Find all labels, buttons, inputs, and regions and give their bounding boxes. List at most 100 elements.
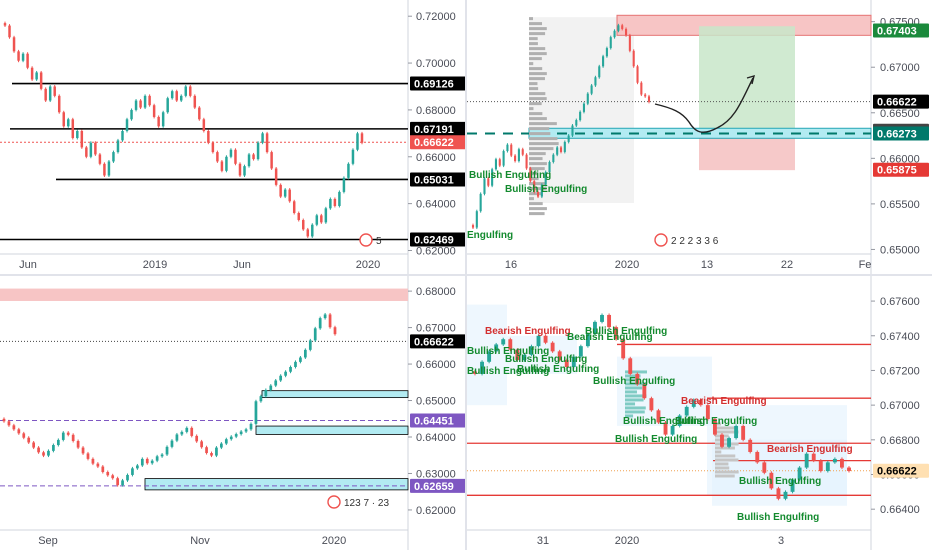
candle-body bbox=[649, 398, 654, 411]
candle-body bbox=[333, 198, 337, 206]
candle-body bbox=[356, 133, 359, 150]
candle-body bbox=[510, 144, 513, 156]
volume-profile-bar bbox=[625, 390, 637, 394]
candle-body bbox=[628, 358, 633, 374]
candle-body bbox=[220, 161, 224, 171]
candle-body bbox=[30, 67, 34, 80]
y-tick-label: 0.68000 bbox=[416, 105, 456, 117]
candle-body bbox=[207, 131, 210, 143]
candle-body bbox=[525, 154, 528, 169]
volume-profile-bar bbox=[529, 57, 542, 61]
volume-profile-bar bbox=[529, 187, 547, 191]
candle-body bbox=[81, 447, 85, 454]
candle-body bbox=[111, 475, 115, 479]
volume-profile-bar bbox=[715, 466, 730, 470]
candle-body bbox=[67, 119, 70, 127]
demand-zone-lower bbox=[144, 478, 409, 491]
x-tick-label: 13 bbox=[701, 259, 713, 271]
price-label-text: 0.65031 bbox=[414, 174, 454, 186]
price-label-text: 0.67191 bbox=[414, 124, 454, 136]
chart-panel-bottom-left[interactable]: 0.68000 0.67000 0.66000 0.65000 0.64000 0.630… bbox=[0, 276, 465, 550]
x-tick-label: Sep bbox=[38, 535, 58, 547]
candle-body bbox=[313, 328, 317, 341]
volume-profile-bar bbox=[715, 422, 721, 426]
candle-body bbox=[155, 456, 159, 461]
candle-body bbox=[628, 35, 631, 51]
volume-profile-bar bbox=[529, 162, 547, 166]
tradingview-badge-icon bbox=[359, 233, 373, 247]
y-tick-label: 0.67600 bbox=[880, 296, 920, 308]
volume-profile-bar bbox=[529, 167, 545, 171]
candle-body bbox=[125, 119, 129, 131]
candle-body bbox=[2, 418, 6, 422]
pattern-label: Bullish Engulfing bbox=[585, 326, 667, 337]
volume-profile-bar bbox=[529, 142, 559, 146]
volume-profile-bar bbox=[529, 37, 538, 41]
candle-body bbox=[184, 86, 188, 96]
candle-body bbox=[94, 142, 97, 155]
candle-body bbox=[328, 314, 332, 328]
volume-profile-bar bbox=[529, 107, 534, 111]
candle-body bbox=[247, 154, 251, 167]
candle-body bbox=[157, 116, 160, 127]
x-tick-label: Jun bbox=[19, 259, 37, 271]
candle-body bbox=[762, 462, 767, 473]
y-tick-label: 0.64000 bbox=[416, 199, 456, 211]
x-tick-label: 2019 bbox=[143, 259, 167, 271]
pattern-label: Bullish Engulfing bbox=[623, 416, 705, 427]
volume-profile-bar bbox=[625, 374, 641, 378]
panel-divider-horizontal[interactable] bbox=[0, 274, 932, 276]
candle-body bbox=[360, 133, 364, 143]
y-tick-label: 0.66400 bbox=[880, 504, 920, 516]
candle-body bbox=[229, 149, 233, 157]
chart-svg-top-right: 0.675000.670000.665000.660000.655000.650… bbox=[467, 0, 929, 274]
candle-body bbox=[632, 50, 635, 67]
demand-zone-middle bbox=[255, 425, 409, 435]
candle-body bbox=[134, 100, 138, 110]
pattern-label: Bullish Engulfing bbox=[737, 512, 819, 523]
volume-profile-bar bbox=[529, 207, 547, 211]
y-tick-label: 0.64000 bbox=[416, 432, 456, 444]
candle-body bbox=[712, 419, 717, 435]
candle-body bbox=[145, 458, 149, 464]
candle-body bbox=[211, 142, 215, 153]
candle-body bbox=[160, 454, 164, 457]
candle-body bbox=[215, 447, 218, 456]
candle-body bbox=[202, 119, 206, 131]
candle-body bbox=[556, 147, 559, 155]
candle-body bbox=[594, 77, 597, 86]
candle-body bbox=[48, 86, 52, 101]
candle-body bbox=[559, 147, 563, 152]
badge-text: 123 7 · 23 bbox=[344, 498, 389, 509]
candle-body bbox=[302, 220, 305, 230]
candle-body bbox=[256, 142, 260, 160]
chart-panel-top-right[interactable]: 0.67500 0.67000 0.66500 0.66000 0.65500 0.650… bbox=[467, 0, 932, 274]
pattern-label: Bullish Engulfing bbox=[675, 416, 757, 427]
volume-profile-bar bbox=[529, 117, 547, 121]
volume-profile-bar bbox=[529, 182, 546, 186]
chart-panel-top-left[interactable]: 0.72000 0.70000 0.68000 0.66000 0.64000 0.620… bbox=[0, 0, 465, 274]
price-label-text: 0.67403 bbox=[877, 26, 917, 38]
candle-body bbox=[323, 314, 327, 319]
candle-body bbox=[514, 155, 517, 162]
candle-body bbox=[311, 224, 314, 237]
candle-body bbox=[279, 375, 283, 381]
candle-body bbox=[644, 94, 647, 97]
chart-panel-bottom-right[interactable]: 0.67600 0.67400 0.67200 0.67000 0.66800 0.666… bbox=[467, 276, 932, 550]
y-tick-label: 0.65000 bbox=[416, 396, 456, 408]
y-tick-label: 0.67200 bbox=[880, 365, 920, 377]
candle-body bbox=[571, 125, 574, 136]
candle-body bbox=[224, 439, 228, 444]
candle-body bbox=[179, 95, 183, 101]
candle-body bbox=[617, 25, 620, 31]
candle-body bbox=[259, 396, 263, 402]
chart-svg-bottom-right: 0.67600 0.67400 0.67200 0.67000 0.66800 0.666… bbox=[467, 276, 929, 550]
candle-body bbox=[636, 66, 639, 83]
candle-body bbox=[550, 342, 555, 352]
volume-profile-bar bbox=[715, 454, 736, 458]
stop-loss-zone bbox=[699, 133, 795, 171]
volume-profile-bar bbox=[715, 450, 722, 454]
volume-profile-bar bbox=[529, 92, 546, 96]
volume-profile-bar bbox=[529, 97, 547, 101]
candle-body bbox=[613, 30, 616, 38]
